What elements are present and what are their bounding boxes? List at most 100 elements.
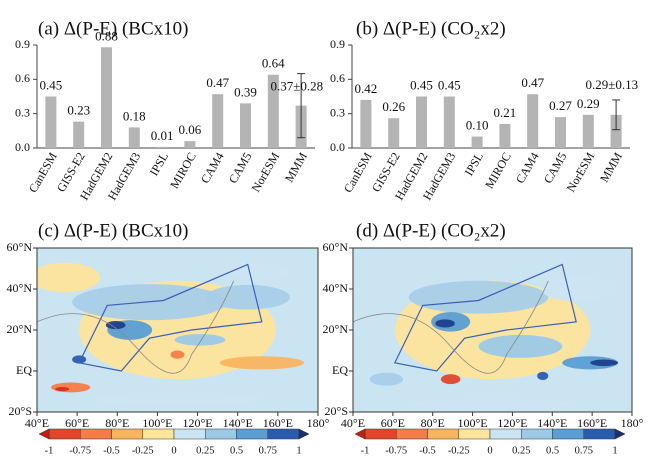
y-tick-label: 20°S <box>325 404 348 418</box>
field-patch <box>55 386 70 392</box>
colorbar-tick-label: -0.75 <box>385 445 407 456</box>
colorbar-cell <box>427 428 459 440</box>
bar <box>527 94 539 148</box>
colorbar-tick-label: 0 <box>487 445 492 456</box>
value-label: 0.64 <box>262 56 285 71</box>
error-bar <box>297 73 306 139</box>
value-label: 0.21 <box>494 105 517 120</box>
value-label: 0.42 <box>355 81 378 96</box>
bar <box>101 47 112 148</box>
colorbar-tick-label: 0.75 <box>259 445 277 456</box>
value-label: 0.26 <box>382 99 405 114</box>
bar <box>45 96 57 148</box>
colorbar-cell <box>173 428 206 440</box>
x-tick-label: MIROC <box>482 150 514 191</box>
y-tick-label: 0.0 <box>15 140 30 154</box>
field-patch <box>537 371 549 381</box>
colorbar-tick-label: 0.25 <box>512 445 530 456</box>
x-tick-label: MMM <box>282 150 310 185</box>
field-patch <box>408 398 577 409</box>
x-tick-label: CAM5 <box>226 150 255 186</box>
x-tick-label: 140°E <box>223 416 253 430</box>
y-tick-label: 0.0 <box>330 140 345 154</box>
colorbar-end <box>614 428 626 440</box>
x-tick-label: 80°E <box>105 416 129 430</box>
y-tick-label: 20°S <box>9 404 32 418</box>
bar <box>128 127 140 148</box>
bar <box>555 117 566 148</box>
coastline <box>353 280 549 374</box>
field-patch <box>93 392 262 406</box>
colorbar-tick-label: 1 <box>612 445 617 456</box>
colorbar-cell <box>583 428 616 440</box>
bar <box>184 141 196 148</box>
y-tick-label: 0.3 <box>330 105 345 119</box>
map-field <box>37 248 318 412</box>
field-patch <box>369 372 404 386</box>
field-patch <box>170 350 185 359</box>
colorbar-cell <box>236 428 268 440</box>
colorbar-end <box>298 428 310 440</box>
value-label: 0.45 <box>438 77 461 92</box>
value-label: 0.23 <box>67 103 90 118</box>
value-label: 0.27 <box>549 98 572 113</box>
value-label: 0.39 <box>234 84 257 99</box>
field-patch <box>174 334 226 346</box>
colorbar-tick-label: 1 <box>296 445 301 456</box>
value-label: 0.29±0.13 <box>585 77 638 92</box>
y-tick-label: 0.3 <box>15 105 30 119</box>
bar <box>212 94 224 148</box>
x-tick-label: 180° <box>621 416 644 430</box>
field-patch <box>219 356 304 370</box>
value-label: 0.47 <box>206 75 229 90</box>
y-tick-label: 0.6 <box>15 71 30 85</box>
chart-title: (c) Δ(P-E) (BCx10) <box>38 220 188 241</box>
error-bar <box>612 99 621 131</box>
x-tick-label: CAM4 <box>513 150 542 186</box>
field-patch <box>590 359 619 367</box>
y-tick-label: 60°N <box>7 240 33 254</box>
bar <box>443 96 455 148</box>
x-tick-label: NorESM <box>563 150 597 195</box>
y-tick-label: 60°N <box>323 240 349 254</box>
y-tick-label: EQ <box>332 363 348 377</box>
y-tick-label: 40°N <box>7 281 33 295</box>
colorbar-tick-label: 0.25 <box>196 445 214 456</box>
bar <box>582 114 594 148</box>
x-tick-label: 120°E <box>183 416 213 430</box>
colorbar-tick-label: -0.25 <box>448 445 470 456</box>
colorbar-tick-label: 0 <box>171 445 176 456</box>
field-patch <box>105 320 126 330</box>
field-patch <box>408 280 549 314</box>
region-outline <box>393 263 577 372</box>
map-field <box>353 248 632 412</box>
value-label: 0.47 <box>521 75 544 90</box>
colorbar-cell <box>364 428 397 440</box>
colorbar-cell <box>396 428 428 440</box>
bar <box>388 118 400 148</box>
chart-title: (d) Δ(P-E) (CO₂x2) <box>356 220 506 241</box>
value-label: 0.45 <box>40 77 63 92</box>
x-tick-label: 100°E <box>142 416 172 430</box>
colorbar-tick-label: 0.5 <box>230 445 243 456</box>
x-tick-label: 160°E <box>263 416 293 430</box>
x-tick-label: MIROC <box>167 150 199 191</box>
chart-title: (b) Δ(P-E) (CO₂x2) <box>356 18 506 39</box>
colorbar-tick-label: 0.5 <box>546 445 559 456</box>
coastline <box>37 280 235 374</box>
colorbar-cell <box>521 428 553 440</box>
x-tick-label: 180° <box>307 416 330 430</box>
x-tick-label: 160°E <box>577 416 607 430</box>
x-tick-label: MMM <box>597 150 625 185</box>
x-tick-label: 40°E <box>341 416 365 430</box>
y-tick-label: 20°N <box>323 322 349 336</box>
value-label: 0.29 <box>577 96 600 111</box>
colorbar-tick-label: -1 <box>361 445 370 456</box>
field-patch <box>51 382 91 393</box>
x-tick-label: 100°E <box>458 416 488 430</box>
y-tick-label: 40°N <box>323 281 349 295</box>
x-tick-label: 120°E <box>497 416 527 430</box>
field-patch <box>37 262 101 293</box>
value-label: 0.01 <box>151 128 174 143</box>
